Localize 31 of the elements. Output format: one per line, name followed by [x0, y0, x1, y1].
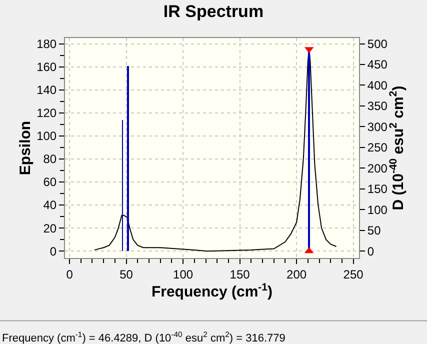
- y-tick-label: 160: [36, 60, 57, 74]
- y-axis-title: Epsilon: [16, 120, 34, 176]
- y-tick-label: 100: [36, 129, 57, 144]
- chart-title: IR Spectrum: [163, 2, 264, 22]
- y2-tick-label: 500: [367, 36, 388, 51]
- x-tick-label: 100: [173, 267, 194, 282]
- y2-tick-label: 150: [367, 182, 388, 196]
- y-tick-label: 140: [36, 83, 57, 98]
- y-tick-label: 0: [50, 244, 57, 258]
- y2-tick-label: 50: [367, 224, 382, 238]
- y2-tick-label: 300: [367, 120, 388, 134]
- y2-tick-label: 0: [367, 244, 374, 258]
- y-tick-label: 40: [43, 198, 57, 212]
- y2-tick-label: 450: [367, 58, 388, 72]
- y-tick-label: 20: [43, 221, 57, 236]
- text: Frequency (cm$^{-1}$) = 46.4289, D (10$^{-40}$ esu$^{2}$ cm$^{2}$) = 316.779: [2, 330, 286, 344]
- x-tick-label: 150: [230, 267, 250, 282]
- x-axis-title: Frequency (cm$^{-1}$): [151, 281, 273, 301]
- x-tick-label: 250: [343, 267, 364, 282]
- y2-tick-label: 400: [367, 78, 388, 92]
- y2-tick-label: 100: [367, 202, 388, 217]
- x-tick-label: 0: [66, 267, 74, 282]
- x-tick-label: 50: [120, 267, 134, 282]
- y2-tick-label: 250: [367, 140, 388, 155]
- y-tick-label: 80: [43, 152, 57, 166]
- y2-tick-label: 200: [367, 161, 388, 176]
- x-tick-label: 200: [286, 267, 307, 282]
- y-tick-label: 180: [36, 36, 57, 51]
- y2-tick-label: 350: [367, 99, 388, 114]
- y-tick-label: 60: [43, 175, 57, 190]
- y-tick-label: 120: [36, 106, 57, 120]
